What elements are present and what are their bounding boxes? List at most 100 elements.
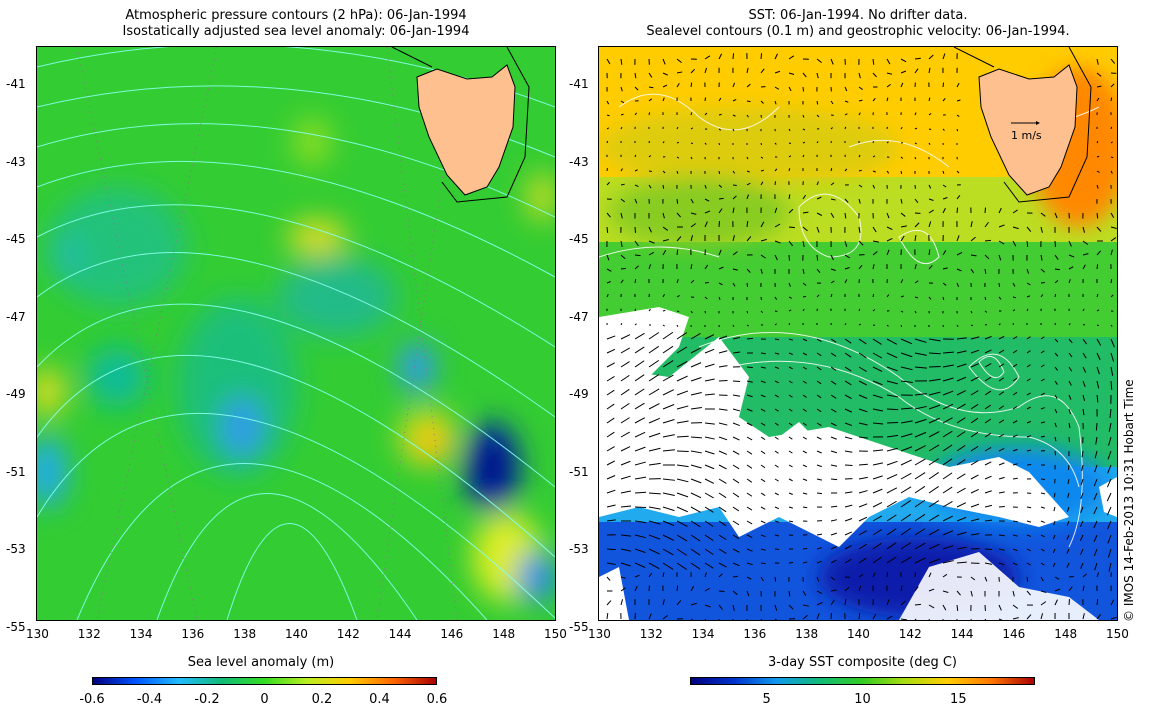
velocity-vector [900, 380, 913, 384]
velocity-vector [1096, 264, 1099, 270]
lon-label: 136 [743, 627, 767, 641]
velocity-vector [774, 296, 778, 300]
velocity-vector [662, 506, 675, 512]
velocity-vector [858, 198, 861, 204]
velocity-vector [942, 444, 953, 452]
velocity-vector [704, 184, 707, 189]
lat-label: -45 [569, 232, 589, 246]
velocity-vector [662, 572, 665, 578]
velocity-vector [634, 72, 637, 79]
velocity-vector [690, 142, 694, 145]
lon-label: 136 [181, 627, 205, 641]
velocity-vector [914, 68, 919, 74]
velocity-vector [1110, 278, 1113, 284]
lon-label: 142 [336, 627, 360, 641]
velocity-vector [1110, 249, 1113, 256]
velocity-vector [606, 403, 615, 410]
velocity-vector [830, 198, 836, 201]
velocity-vector [900, 618, 907, 620]
velocity-vector [1108, 436, 1112, 446]
velocity-vector [872, 97, 876, 102]
velocity-vector [634, 534, 646, 539]
velocity-vector [858, 366, 867, 372]
velocity-vector [956, 390, 967, 396]
velocity-vector [956, 268, 962, 272]
velocity-vector [984, 418, 992, 424]
velocity-vector [620, 460, 631, 466]
velocity-vector [1107, 464, 1112, 474]
velocity-vector [690, 548, 701, 556]
velocity-vector [690, 212, 697, 215]
velocity-vector [872, 240, 879, 243]
velocity-vector [914, 235, 917, 242]
velocity-vector [718, 113, 722, 116]
velocity-vector [802, 282, 807, 286]
velocity-vector [914, 618, 917, 620]
velocity-vector [1096, 309, 1100, 312]
velocity-vector [690, 156, 693, 160]
velocity-vector [914, 264, 917, 270]
velocity-vector [1096, 366, 1100, 375]
velocity-vector [1106, 492, 1112, 502]
velocity-vector [816, 602, 823, 606]
velocity-vector [1026, 308, 1029, 312]
velocity-vector [606, 127, 610, 130]
velocity-vector [1068, 240, 1072, 247]
velocity-vector [606, 504, 616, 508]
velocity-vector [1079, 534, 1084, 541]
velocity-vector [774, 534, 780, 537]
velocity-vector [648, 403, 660, 410]
velocity-vector [886, 599, 890, 606]
velocity-vector [1040, 562, 1045, 566]
velocity-vector [606, 348, 616, 354]
velocity-vector [844, 266, 850, 270]
velocity-vector [956, 561, 967, 564]
velocity-vector [970, 518, 980, 522]
velocity-vector [690, 235, 693, 242]
velocity-vector [970, 236, 976, 242]
velocity-vector [802, 408, 807, 412]
velocity-vector [732, 520, 740, 526]
velocity-vector [816, 478, 823, 481]
velocity-vector [648, 613, 652, 620]
velocity-vector [732, 436, 740, 441]
velocity-vector [872, 542, 882, 550]
lon-label: 144 [388, 627, 412, 641]
lon-label: 146 [440, 627, 464, 641]
velocity-vector [1110, 237, 1117, 242]
velocity-vector [830, 505, 838, 508]
lat-label: -49 [6, 387, 26, 401]
velocity-vector [858, 613, 861, 620]
velocity-vector [620, 168, 623, 172]
velocity-vector [760, 53, 763, 60]
velocity-vector [984, 519, 993, 522]
lon-label: 130 [588, 627, 611, 641]
velocity-vector [1096, 338, 1102, 346]
velocity-vector [690, 492, 702, 499]
velocity-vector [942, 430, 953, 438]
velocity-vector [886, 514, 897, 522]
velocity-vector [942, 364, 954, 368]
velocity-vector [830, 280, 835, 284]
velocity-vector [900, 542, 912, 550]
velocity-vector [704, 198, 710, 202]
velocity-vector [970, 268, 975, 274]
velocity-vector [676, 71, 683, 74]
velocity-vector [1054, 599, 1058, 606]
velocity-vector [1054, 212, 1058, 219]
velocity-vector [676, 390, 689, 396]
velocity-vector [816, 226, 820, 233]
velocity-vector [1096, 250, 1102, 256]
velocity-vector [690, 68, 696, 74]
velocity-vector [1012, 434, 1018, 438]
velocity-vector [634, 461, 646, 466]
velocity-vector [1012, 520, 1018, 523]
velocity-vector [928, 378, 941, 382]
velocity-vector [634, 520, 647, 524]
velocity-vector [914, 222, 920, 228]
velocity-vector [802, 614, 808, 620]
velocity-vector [816, 294, 820, 298]
velocity-vector [620, 58, 623, 65]
velocity-vector [1040, 212, 1046, 217]
lon-label: 132 [77, 627, 101, 641]
